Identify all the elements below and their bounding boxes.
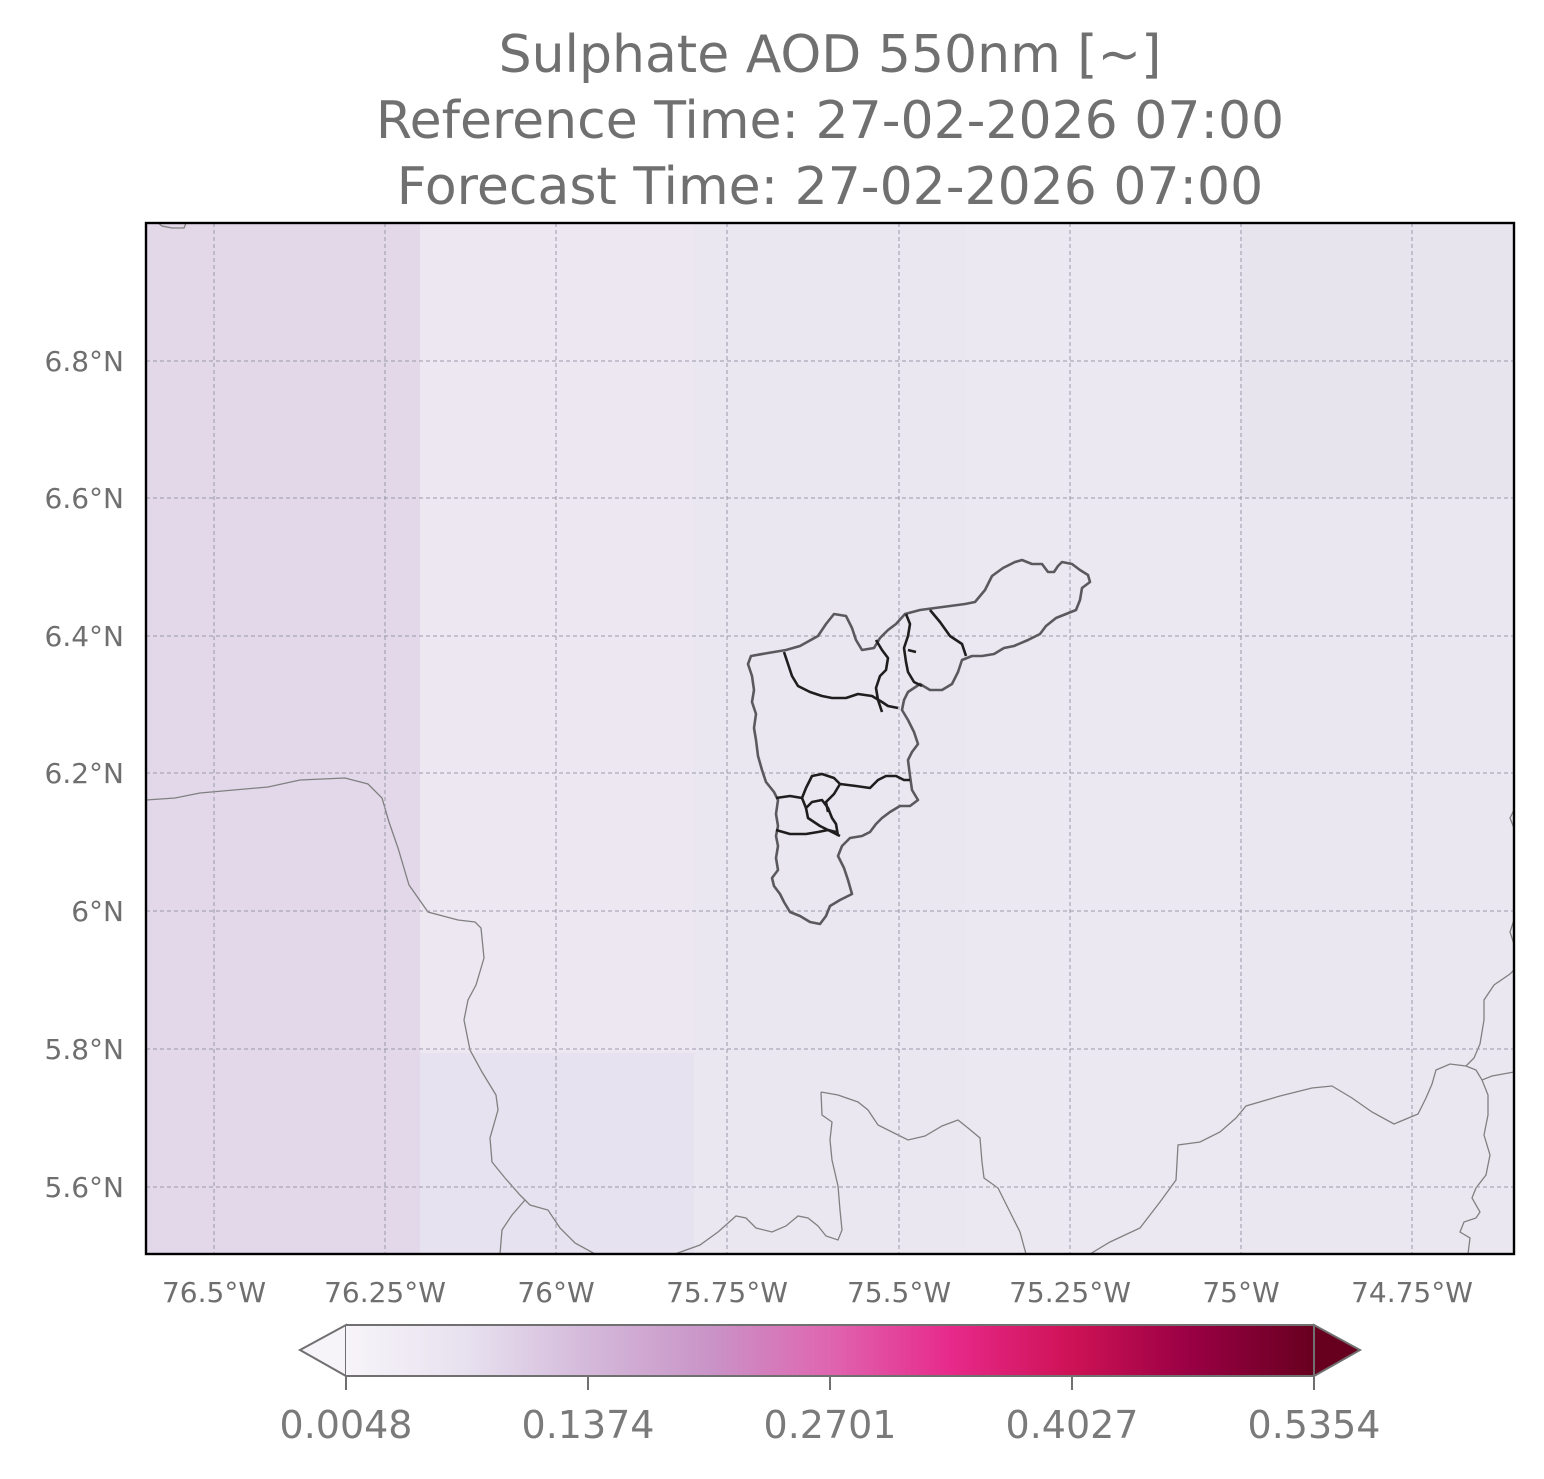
lon-label: 75.25°W bbox=[1009, 1276, 1131, 1309]
lon-label: 76°W bbox=[517, 1276, 594, 1309]
colorbar-tick-label: 0.1374 bbox=[522, 1403, 655, 1447]
colorbar-extend-min bbox=[297, 1323, 347, 1378]
colorbar-ticks bbox=[345, 1376, 1315, 1390]
colorbar-tick-label: 0.2701 bbox=[764, 1403, 897, 1447]
colorbar-extend-max bbox=[1313, 1323, 1363, 1378]
title-variable: Sulphate AOD 550nm [~] bbox=[498, 25, 1162, 85]
lat-label: 6.8°N bbox=[45, 345, 124, 378]
aod-cell bbox=[420, 223, 694, 1053]
colorbar-gradient bbox=[346, 1325, 1314, 1376]
colorbar-tick-label: 0.0048 bbox=[280, 1403, 413, 1447]
admin-borders bbox=[146, 223, 1514, 1254]
graticule bbox=[146, 223, 1514, 1254]
lat-label: 6°N bbox=[71, 895, 124, 928]
longitude-labels: 76.5°W 76.25°W 76°W 75.75°W 75.5°W 75.25… bbox=[162, 1276, 1473, 1309]
lat-label: 6.4°N bbox=[45, 620, 124, 653]
lon-label: 74.75°W bbox=[1351, 1276, 1473, 1309]
lat-label: 5.6°N bbox=[45, 1171, 124, 1204]
title-reference-time: Reference Time: 27-02-2026 07:00 bbox=[375, 91, 1285, 151]
colorbar: 0.0048 0.1374 0.2701 0.4027 0.5354 bbox=[280, 1323, 1381, 1447]
aod-cell bbox=[146, 498, 420, 1254]
lon-label: 75°W bbox=[1202, 1276, 1279, 1309]
aod-cell bbox=[420, 1053, 694, 1254]
lon-label: 76.5°W bbox=[162, 1276, 266, 1309]
aod-field bbox=[146, 223, 1514, 1254]
region-outline bbox=[746, 558, 1092, 926]
lon-label: 75.5°W bbox=[847, 1276, 951, 1309]
lon-label: 76.25°W bbox=[324, 1276, 446, 1309]
latitude-labels: 6.8°N 6.6°N 6.4°N 6.2°N 6°N 5.8°N 5.6°N bbox=[45, 345, 124, 1204]
title-forecast-time: Forecast Time: 27-02-2026 07:00 bbox=[396, 157, 1264, 217]
aod-cell bbox=[694, 223, 966, 1254]
lat-label: 5.8°N bbox=[45, 1033, 124, 1066]
colorbar-tick-label: 0.4027 bbox=[1006, 1403, 1139, 1447]
aod-cell bbox=[1240, 223, 1514, 498]
map-title: Sulphate AOD 550nm [~] Reference Time: 2… bbox=[0, 22, 1544, 220]
map-frame bbox=[144, 221, 1516, 1256]
municipal-boundaries bbox=[775, 609, 968, 838]
aod-cell bbox=[1240, 498, 1514, 1254]
aod-cell bbox=[966, 223, 1240, 1254]
colorbar-tick-label: 0.5354 bbox=[1248, 1403, 1381, 1447]
lat-label: 6.6°N bbox=[45, 482, 124, 515]
lat-label: 6.2°N bbox=[45, 757, 124, 790]
lon-label: 75.75°W bbox=[666, 1276, 788, 1309]
